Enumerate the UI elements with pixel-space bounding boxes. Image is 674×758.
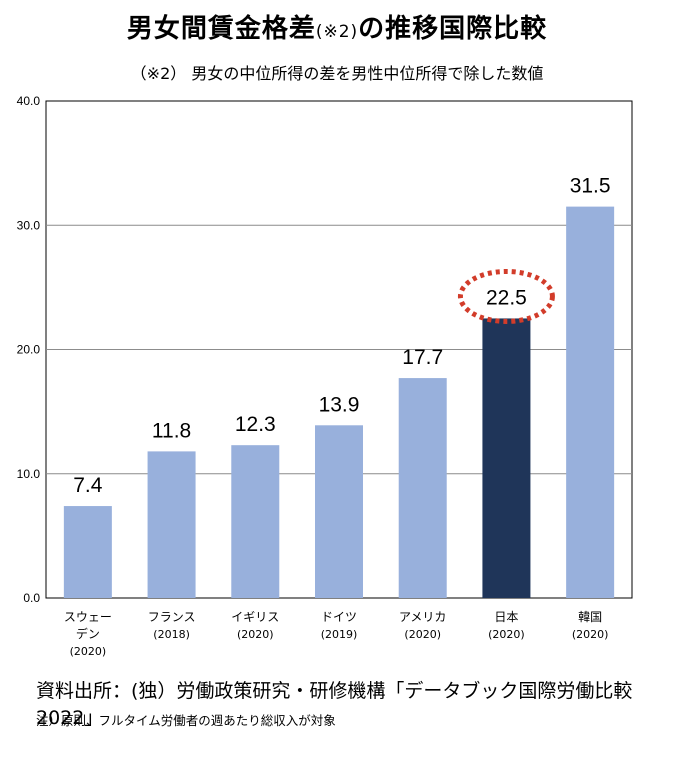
data-label: 7.4: [73, 474, 103, 497]
x-tick-label: (2020): [237, 628, 274, 641]
data-label: 13.9: [319, 393, 360, 416]
x-tick-label: アメリカ: [399, 610, 446, 624]
x-tick-label: (2020): [70, 645, 107, 658]
x-tick-label: (2019): [321, 628, 358, 641]
bar: [398, 378, 447, 598]
bar: [315, 425, 363, 598]
x-tick-label: (2020): [488, 628, 525, 641]
bar: [147, 451, 196, 598]
highlight-ring: [457, 268, 555, 324]
y-tick-label: 0.0: [23, 591, 40, 605]
title-main: 男女間賃金格差: [126, 14, 316, 44]
y-tick-label: 30.0: [17, 218, 41, 232]
data-label: 12.3: [235, 413, 276, 436]
x-tick-label: (2020): [572, 628, 609, 641]
y-tick-label: 20.0: [17, 343, 41, 357]
x-tick-label: 日本: [494, 610, 518, 624]
x-tick-label: フランス: [148, 610, 196, 624]
chart-subtitle: （※2） 男女の中位所得の差を男性中位所得で除した数値: [130, 64, 544, 83]
data-label: 31.5: [570, 175, 611, 198]
x-tick-label: スウェー: [64, 610, 112, 624]
title-tail: の推移国際比較: [358, 14, 548, 44]
bar: [231, 445, 280, 598]
source-note: 資料出所：(独）労働政策研究・研修機構「データブック国際労働比較2022」: [36, 680, 633, 729]
y-tick-label: 40.0: [17, 94, 41, 108]
x-tick-label: イギリス: [231, 610, 279, 624]
data-label: 22.5: [486, 286, 527, 309]
x-tick-label: デン: [76, 626, 100, 641]
y-tick-label: 10.0: [17, 467, 41, 481]
data-label: 17.7: [402, 346, 443, 369]
data-label: 11.8: [152, 419, 191, 442]
footnote: 注）原則、フルタイム労働者の週あたり総収入が対象: [36, 713, 336, 728]
bar: [482, 318, 531, 598]
bar: [63, 506, 112, 598]
x-tick-label: (2018): [153, 628, 190, 641]
x-tick-label: ドイツ: [321, 610, 357, 624]
x-tick-label: 韓国: [578, 610, 602, 624]
chart-title: 男女間賃金格差(※2)の推移国際比較: [0, 8, 674, 45]
title-note: (※2): [315, 22, 359, 42]
bar: [566, 206, 615, 599]
x-tick-label: (2020): [404, 628, 441, 641]
